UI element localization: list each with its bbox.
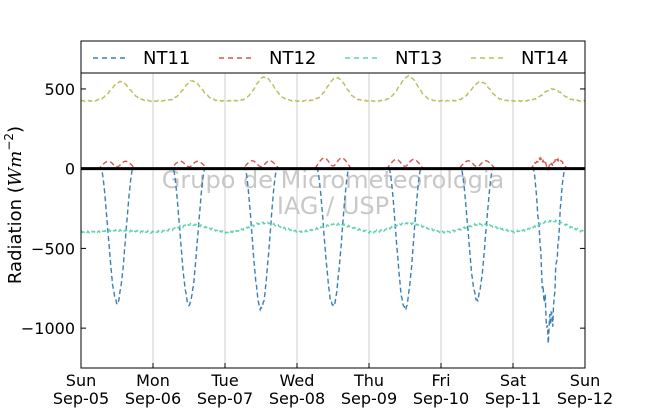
grid-lines <box>152 73 514 368</box>
x-tick-label-date: Sep-08 <box>269 389 325 408</box>
y-axis: 500 0 −500 −1000 <box>21 80 585 338</box>
y-tick-label: −500 <box>31 239 75 258</box>
watermark-line-1: Grupo de Micrometeorologia <box>162 166 504 194</box>
watermark: Grupo de Micrometeorologia IAG / USP <box>162 166 504 220</box>
series-line-nt14 <box>80 74 586 103</box>
x-tick-label-date: Sep-07 <box>197 389 253 408</box>
series-line-nt13 <box>80 219 586 235</box>
y-axis-label-text: Radiation ( <box>5 186 26 284</box>
y-axis-label-close: ) <box>5 126 26 133</box>
y-axis-label-unit: Wm <box>5 151 26 187</box>
legend-label-nt12: NT12 <box>269 48 316 69</box>
y-tick-label: 500 <box>44 80 75 99</box>
x-tick-label-day: Sun <box>570 371 600 390</box>
x-tick-label-day: Fri <box>431 371 450 390</box>
legend-box <box>80 40 586 74</box>
plot-frame <box>80 72 586 369</box>
x-tick-label-day: Thu <box>353 371 384 390</box>
watermark-line-2: IAG / USP <box>277 192 389 220</box>
x-tick-label-date: Sep-12 <box>557 389 613 408</box>
legend-label-nt13: NT13 <box>395 48 442 69</box>
legend: NT11 NT12 NT13 NT14 <box>80 40 586 74</box>
y-tick-label: 0 <box>65 160 75 179</box>
x-tick-label-date: Sep-09 <box>341 389 397 408</box>
x-tick-label-day: Mon <box>136 371 170 390</box>
x-tick-label-day: Wed <box>280 371 315 390</box>
x-tick-label-date: Sep-05 <box>53 389 109 408</box>
x-tick-label-day: Tue <box>210 371 238 390</box>
legend-label-nt11: NT11 <box>143 48 190 69</box>
x-axis: SunSep-05MonSep-06TueSep-07WedSep-08ThuS… <box>53 363 613 408</box>
x-tick-label-day: Sun <box>66 371 96 390</box>
x-tick-label-date: Sep-06 <box>125 389 181 408</box>
x-tick-label-day: Sat <box>500 371 526 390</box>
y-axis-label-exponent: −2 <box>2 133 16 151</box>
y-axis-label: Radiation (Wm−2) <box>2 126 26 284</box>
x-tick-label-date: Sep-10 <box>413 389 469 408</box>
legend-label-nt14: NT14 <box>521 48 568 69</box>
x-tick-label-date: Sep-11 <box>485 389 541 408</box>
y-tick-label: −1000 <box>21 319 75 338</box>
